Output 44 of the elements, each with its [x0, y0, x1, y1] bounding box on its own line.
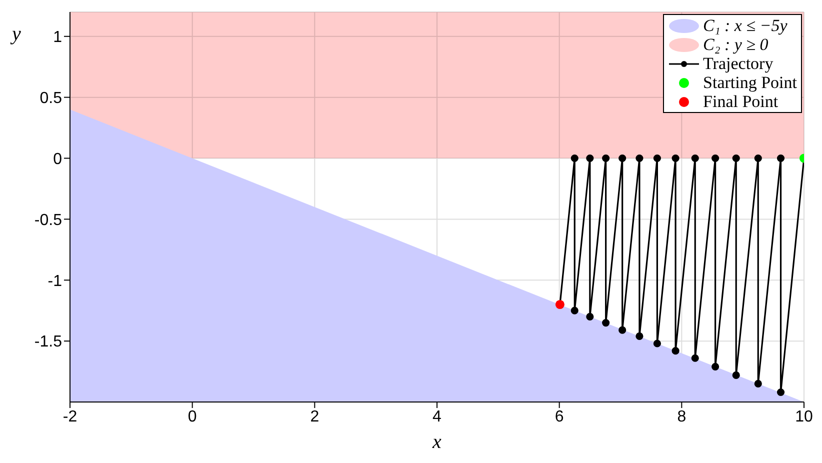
- legend-label: Final Point: [703, 92, 778, 111]
- point: [653, 154, 661, 162]
- point: [754, 380, 762, 388]
- point: [691, 154, 699, 162]
- x-axis-title: x: [432, 431, 442, 453]
- x-tick-label: 4: [432, 408, 442, 426]
- point: [712, 362, 720, 370]
- y-tick-label: 1: [53, 29, 62, 46]
- x-tick-label: 2: [310, 408, 320, 426]
- legend-label: Trajectory: [703, 54, 774, 73]
- point: [570, 154, 578, 162]
- point: [618, 326, 626, 334]
- point: [672, 154, 680, 162]
- x-tick-label: 0: [188, 408, 197, 426]
- y-tick-label: 0.5: [40, 90, 62, 107]
- x-tick-label: 8: [677, 408, 686, 426]
- point: [732, 154, 740, 162]
- point: [636, 154, 644, 162]
- legend-label: Starting Point: [703, 73, 797, 92]
- point: [672, 347, 680, 355]
- x-tick-label: 6: [554, 408, 564, 426]
- point: [653, 340, 661, 348]
- point: [732, 371, 740, 379]
- point: [618, 154, 626, 162]
- point: [586, 312, 594, 320]
- band-label: C₂ : y ≥ 0: [703, 35, 768, 54]
- point: [602, 154, 610, 162]
- y-tick-label: 0: [53, 150, 62, 168]
- point: [691, 354, 699, 362]
- legend-label: C₁ : x ≤ −5y: [703, 16, 788, 35]
- point: [776, 388, 785, 396]
- point: [586, 154, 594, 162]
- y-tick-label: -1: [48, 272, 62, 290]
- point: [776, 154, 785, 162]
- point: [754, 154, 762, 162]
- point: [712, 154, 720, 162]
- point: [602, 318, 610, 327]
- y-axis-title: y: [10, 23, 21, 46]
- y-tick-label: -1.5: [34, 334, 62, 351]
- point: [570, 306, 578, 314]
- x-tick-label: 10: [795, 408, 813, 426]
- y-tick-label: -0.5: [34, 212, 62, 229]
- point: [636, 332, 644, 340]
- x-tick-label: -2: [62, 408, 78, 426]
